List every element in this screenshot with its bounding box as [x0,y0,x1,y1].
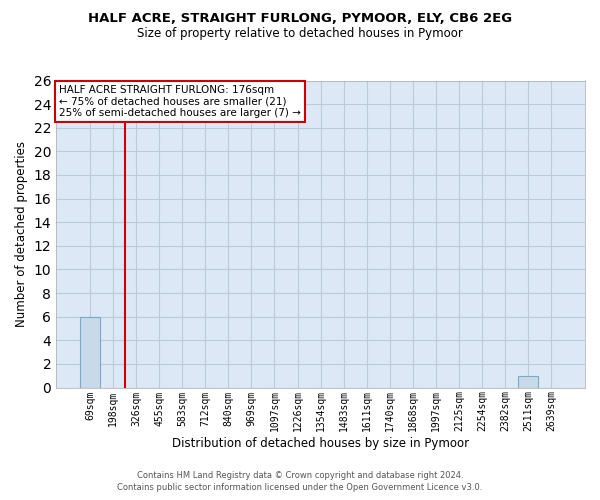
Text: Contains HM Land Registry data © Crown copyright and database right 2024.: Contains HM Land Registry data © Crown c… [137,471,463,480]
Text: HALF ACRE STRAIGHT FURLONG: 176sqm
← 75% of detached houses are smaller (21)
25%: HALF ACRE STRAIGHT FURLONG: 176sqm ← 75%… [59,85,301,118]
Text: Size of property relative to detached houses in Pymoor: Size of property relative to detached ho… [137,28,463,40]
Bar [80,316,100,388]
Text: Contains public sector information licensed under the Open Government Licence v3: Contains public sector information licen… [118,484,482,492]
Text: HALF ACRE, STRAIGHT FURLONG, PYMOOR, ELY, CB6 2EG: HALF ACRE, STRAIGHT FURLONG, PYMOOR, ELY… [88,12,512,26]
Y-axis label: Number of detached properties: Number of detached properties [15,141,28,327]
Bar [518,376,538,388]
X-axis label: Distribution of detached houses by size in Pymoor: Distribution of detached houses by size … [172,437,469,450]
